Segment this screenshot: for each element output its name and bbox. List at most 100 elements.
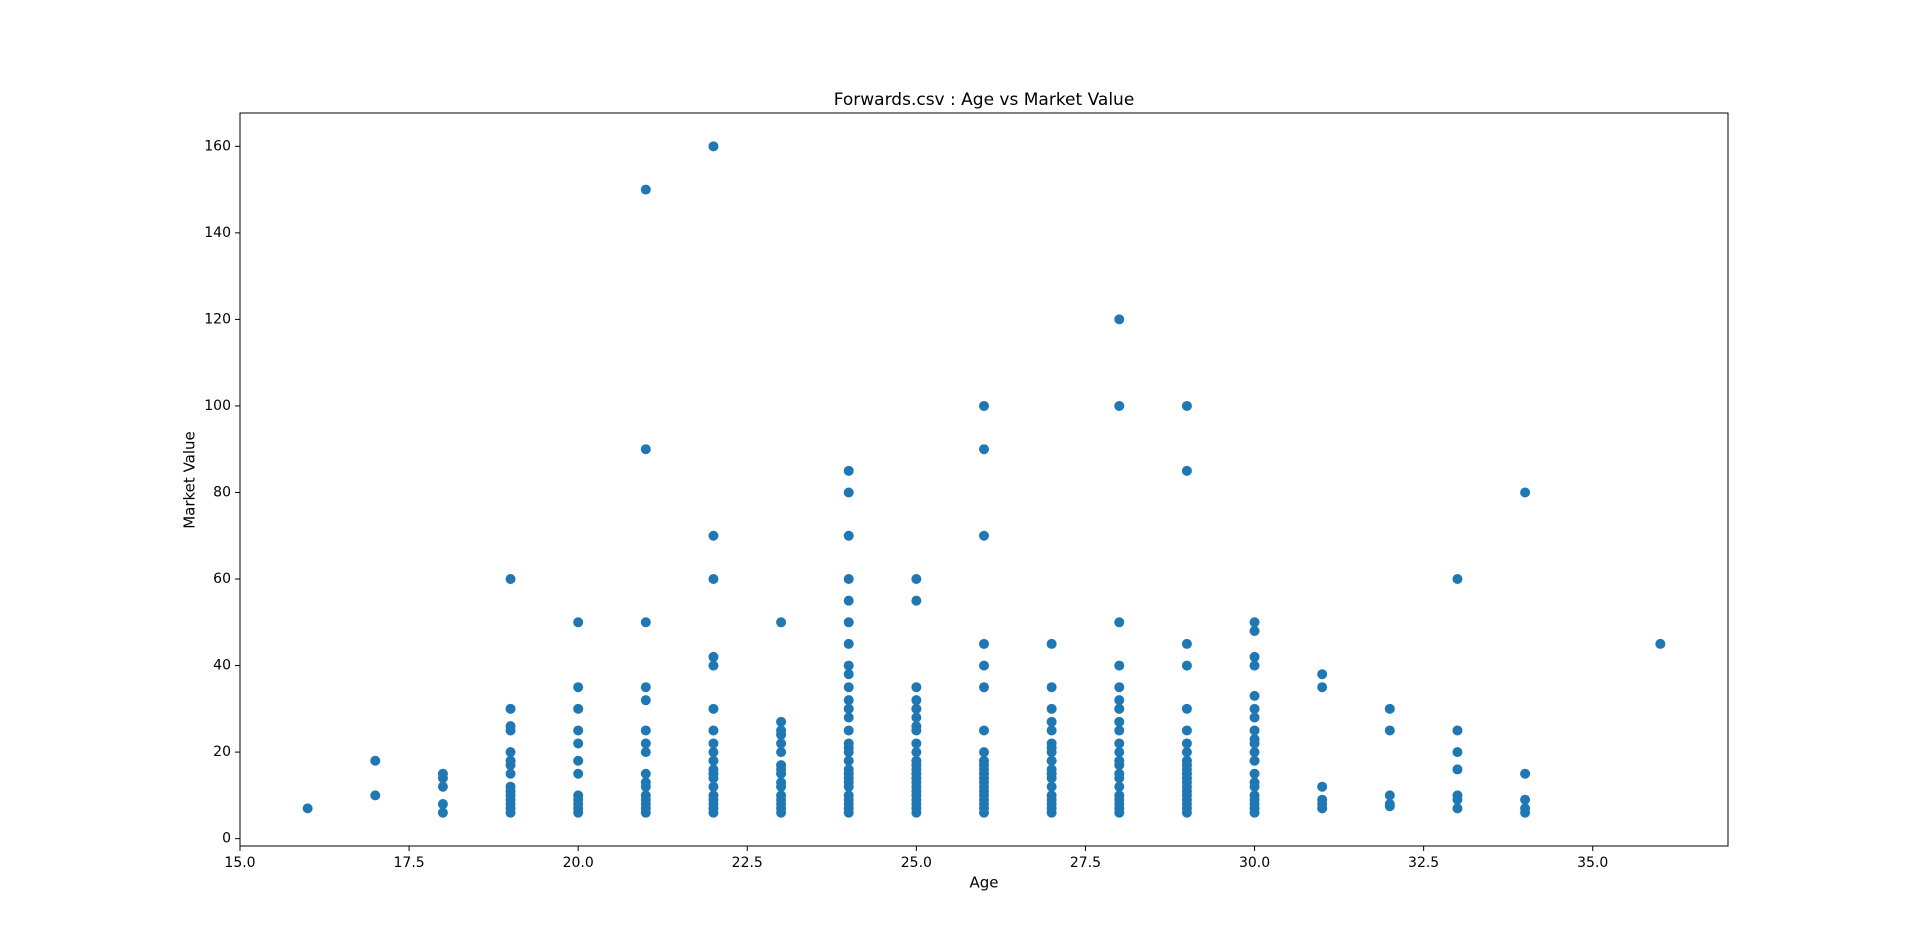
data-point xyxy=(708,781,719,792)
data-point xyxy=(370,755,381,766)
data-point xyxy=(1046,638,1057,649)
x-tick-label: 32.5 xyxy=(1408,855,1439,871)
data-point xyxy=(1317,682,1328,693)
data-point xyxy=(979,660,989,671)
data-point xyxy=(843,669,854,680)
data-point xyxy=(911,738,922,749)
data-point xyxy=(1114,725,1125,736)
data-point xyxy=(640,747,651,758)
x-tick-label: 22.5 xyxy=(732,855,763,871)
y-tick-label: 140 xyxy=(204,225,231,241)
data-point xyxy=(1114,703,1125,714)
data-point xyxy=(776,729,787,740)
data-point xyxy=(1317,781,1328,792)
data-point xyxy=(573,703,584,714)
data-point xyxy=(1249,690,1260,701)
data-point xyxy=(1655,638,1666,649)
y-tick-label: 160 xyxy=(204,138,231,154)
data-point xyxy=(573,738,584,749)
y-tick-label: 40 xyxy=(213,658,231,674)
data-point xyxy=(1181,638,1192,649)
data-point xyxy=(843,755,854,766)
data-point xyxy=(776,807,787,818)
data-point xyxy=(640,725,651,736)
data-point xyxy=(1452,725,1463,736)
data-point xyxy=(505,747,516,758)
data-point xyxy=(1249,781,1260,792)
data-point xyxy=(1114,738,1125,749)
data-point xyxy=(979,725,989,736)
data-point xyxy=(1046,747,1057,758)
data-point xyxy=(505,574,516,585)
data-point xyxy=(1249,703,1260,714)
data-point xyxy=(1249,651,1260,662)
data-point xyxy=(1114,716,1125,727)
data-point xyxy=(1114,807,1125,818)
data-point xyxy=(437,799,448,810)
data-point xyxy=(505,768,516,779)
data-point xyxy=(505,807,516,818)
data-point xyxy=(911,725,922,736)
data-point xyxy=(1114,314,1125,325)
data-point xyxy=(1046,755,1057,766)
data-point xyxy=(573,768,584,779)
data-point xyxy=(1046,781,1057,792)
data-point xyxy=(1114,747,1125,758)
data-point xyxy=(911,703,922,714)
data-point xyxy=(640,617,651,628)
data-point xyxy=(640,695,651,706)
data-point xyxy=(1384,801,1395,812)
data-point xyxy=(1249,755,1260,766)
data-point xyxy=(776,768,787,779)
data-point xyxy=(1249,725,1260,736)
data-point xyxy=(640,781,651,792)
data-point xyxy=(640,768,651,779)
data-point xyxy=(843,703,854,714)
x-tick-label: 17.5 xyxy=(394,855,425,871)
plot-frame xyxy=(239,112,1729,847)
data-point xyxy=(1384,703,1395,714)
data-point xyxy=(1046,773,1057,784)
data-point xyxy=(505,725,516,736)
data-point xyxy=(1046,682,1057,693)
data-point xyxy=(708,755,719,766)
data-point xyxy=(505,703,516,714)
data-point xyxy=(708,807,719,818)
data-point xyxy=(843,725,854,736)
data-point xyxy=(1181,738,1192,749)
data-point xyxy=(843,487,854,498)
data-point xyxy=(1452,747,1463,758)
data-point xyxy=(979,638,989,649)
data-point xyxy=(843,465,854,476)
data-point xyxy=(708,660,719,671)
data-point xyxy=(1249,738,1260,749)
chart-title: Forwards.csv : Age vs Market Value xyxy=(834,90,1135,110)
data-point xyxy=(1181,725,1192,736)
data-point xyxy=(573,725,584,736)
data-point xyxy=(1181,703,1192,714)
data-point xyxy=(776,738,787,749)
data-point xyxy=(843,595,854,606)
data-point xyxy=(843,660,854,671)
y-tick-label: 60 xyxy=(213,571,231,587)
data-point xyxy=(979,400,989,411)
data-point xyxy=(1181,400,1192,411)
data-point xyxy=(708,574,719,585)
data-point xyxy=(979,444,989,455)
x-tick-label: 35.0 xyxy=(1577,855,1608,871)
y-tick-label: 20 xyxy=(213,744,231,760)
data-point xyxy=(843,574,854,585)
data-point xyxy=(843,781,854,792)
data-point xyxy=(1114,400,1125,411)
data-point xyxy=(302,803,313,814)
data-point xyxy=(1384,790,1395,801)
data-point xyxy=(708,141,719,152)
data-point xyxy=(437,807,448,818)
y-tick-label: 0 xyxy=(222,831,231,847)
data-point xyxy=(1114,682,1125,693)
data-point xyxy=(843,712,854,723)
data-point xyxy=(911,682,922,693)
